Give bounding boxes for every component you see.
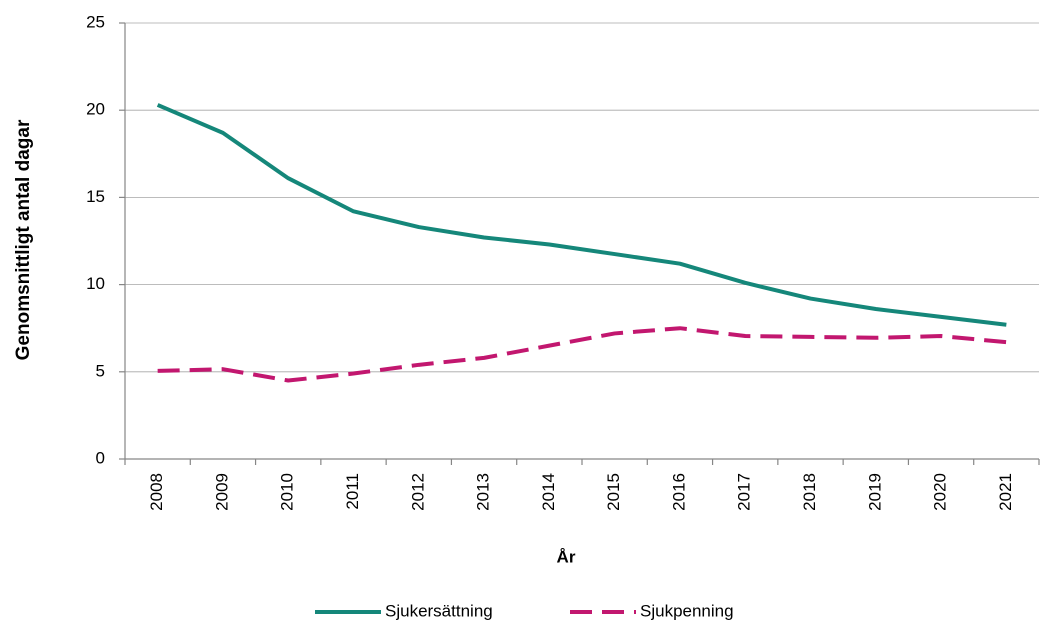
x-tick-label: 2011 — [343, 473, 362, 510]
y-tick-label: 25 — [86, 12, 105, 31]
y-tick-label: 0 — [96, 448, 105, 467]
x-tick-label: 2018 — [800, 473, 819, 511]
x-tick-label: 2019 — [865, 473, 884, 511]
x-tick-label: 2009 — [212, 473, 231, 511]
legend-label: Sjukpenning — [640, 601, 734, 620]
x-tick-label: 2012 — [408, 473, 427, 511]
y-tick-label: 15 — [86, 187, 105, 206]
x-axis-label: År — [557, 547, 576, 566]
x-tick-label: 2016 — [669, 473, 688, 511]
line-series — [156, 103, 1007, 327]
x-tick-label: 2013 — [474, 473, 493, 511]
x-tick-label: 2014 — [539, 473, 558, 511]
y-tick-label: 10 — [86, 274, 105, 293]
y-axis-label: Genomsnittligt antal dagar — [13, 119, 34, 360]
x-tick-label: 2015 — [604, 473, 623, 511]
x-tick-label: 2017 — [735, 473, 754, 511]
y-tick-label: 20 — [86, 100, 105, 119]
x-tick-label: 2008 — [147, 473, 166, 511]
x-tick-label: 2020 — [931, 473, 950, 511]
legend-label: Sjukersättning — [385, 601, 493, 620]
x-tick-label: 2010 — [278, 473, 297, 511]
y-tick-label: 5 — [96, 361, 105, 380]
x-tick-label: 2021 — [996, 473, 1015, 511]
line-series — [157, 326, 1007, 383]
